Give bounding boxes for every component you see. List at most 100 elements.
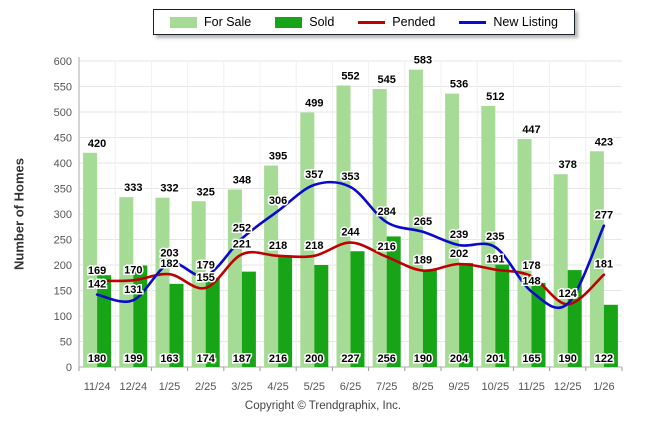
pended-value-label: 169 (88, 265, 106, 277)
for-sale-bar (155, 197, 170, 367)
new-listing-value-label: 353 (341, 171, 359, 183)
legend-label: Pended (392, 15, 436, 29)
sold-value-label: 187 (233, 353, 251, 365)
y-tick-label: 0 (66, 362, 72, 374)
y-axis-title: Number of Homes (11, 158, 27, 270)
bars (83, 69, 618, 368)
for-sale-bar (336, 85, 351, 367)
pended-value-label: 181 (595, 259, 613, 271)
sold-bar (386, 236, 401, 367)
new-listing-value-label: 124 (559, 288, 578, 300)
sold-value-label: 190 (414, 353, 432, 365)
for-sale-bar (300, 112, 315, 367)
new-listing-value-label: 131 (124, 284, 142, 296)
for-sale-bar (372, 89, 387, 368)
legend-item-pended: Pended (358, 15, 435, 29)
new-listing-value-label: 357 (305, 169, 323, 181)
pended-value-label: 202 (450, 248, 468, 260)
for-sale-value-label: 512 (486, 91, 504, 103)
pended-value-label: 170 (124, 264, 142, 276)
for-sale-value-label: 447 (522, 124, 540, 136)
y-tick-label: 100 (54, 311, 72, 323)
sold-value-label: 165 (522, 353, 540, 365)
x-tick-label: 3/25 (231, 381, 252, 393)
x-tick-label: 9/25 (448, 381, 469, 393)
x-tick-label: 4/25 (267, 381, 288, 393)
for-sale-bar (408, 69, 423, 368)
for-sale-bar (83, 152, 98, 367)
for-sale-bar (264, 165, 279, 367)
for-sale-bar (481, 105, 496, 367)
for-sale-bar (119, 197, 134, 367)
new-listing-value-label: 179 (197, 260, 215, 272)
x-tick-label: 7/25 (376, 381, 397, 393)
y-tick-label: 400 (54, 158, 72, 170)
x-tick-label: 5/25 (304, 381, 325, 393)
legend-item-for-sale: For Sale (170, 15, 251, 29)
y-tick-label: 550 (54, 82, 72, 94)
for-sale-value-label: 378 (559, 159, 577, 171)
new-listing-line (95, 180, 606, 310)
for-sale-value-label: 332 (160, 183, 178, 195)
x-tick-label: 12/25 (554, 381, 582, 393)
pended-value-label: 182 (160, 258, 178, 270)
for-sale-value-label: 348 (233, 175, 251, 187)
x-tick-label: 11/25 (518, 381, 545, 393)
pended-value-label: 189 (414, 255, 432, 267)
new-listing-value-label: 252 (233, 222, 251, 234)
legend-label: For Sale (204, 15, 252, 29)
chart-legend: For Sale Sold Pended New Listing (153, 9, 576, 35)
y-tick-label: 500 (54, 107, 72, 119)
y-tick-label: 250 (54, 235, 72, 247)
sold-value-label: 122 (595, 353, 613, 365)
pended-value-label: 155 (197, 272, 215, 284)
x-tick-label: 8/25 (412, 381, 433, 393)
new-listing-value-label: 265 (414, 216, 432, 228)
y-tick-label: 450 (54, 133, 72, 145)
pended-value-label: 221 (233, 238, 251, 250)
sold-bar (567, 270, 582, 367)
sold-swatch-icon (275, 16, 303, 28)
new-listing-value-label: 142 (88, 279, 106, 291)
sold-value-label: 227 (341, 353, 359, 365)
for-sale-value-label: 499 (305, 98, 323, 110)
for-sale-bar (517, 139, 532, 367)
x-tick-label: 11/24 (84, 381, 111, 393)
sold-bar (241, 271, 256, 367)
for-sale-value-label: 536 (450, 79, 468, 91)
trend-lines (95, 180, 606, 310)
for-sale-value-label: 395 (269, 151, 287, 163)
new-listing-value-label: 277 (595, 210, 613, 222)
pended-swatch-icon (358, 20, 386, 24)
sold-value-label: 199 (124, 353, 142, 365)
sold-bar (603, 304, 618, 367)
new-listing-value-label: 148 (522, 276, 540, 288)
sold-value-label: 204 (450, 353, 469, 365)
sold-bar (350, 251, 365, 367)
legend-item-new-listing: New Listing (459, 15, 558, 29)
x-tick-label: 12/24 (120, 381, 148, 393)
sold-bar (314, 265, 329, 367)
pended-value-label: 191 (486, 254, 504, 266)
y-tick-label: 350 (54, 184, 72, 196)
x-tick-label: 1/26 (593, 381, 614, 393)
sold-value-label: 174 (197, 353, 216, 365)
sold-bar (422, 270, 437, 367)
sold-value-label: 256 (378, 353, 396, 365)
legend-item-sold: Sold (275, 15, 334, 29)
y-tick-label: 150 (54, 286, 72, 298)
new-listing-value-label: 235 (486, 231, 504, 243)
sold-bar (459, 262, 474, 367)
for-sale-bar (589, 151, 604, 367)
sold-bar (495, 264, 510, 367)
legend-label: New Listing (493, 15, 559, 29)
pended-value-label: 123 (559, 288, 577, 300)
for-sale-value-label: 583 (414, 55, 432, 67)
sold-value-label: 163 (160, 353, 178, 365)
y-tick-label: 600 (54, 56, 72, 68)
for-sale-bar (553, 174, 568, 367)
pended-value-label: 216 (378, 241, 396, 253)
for-sale-value-label: 552 (341, 70, 359, 82)
